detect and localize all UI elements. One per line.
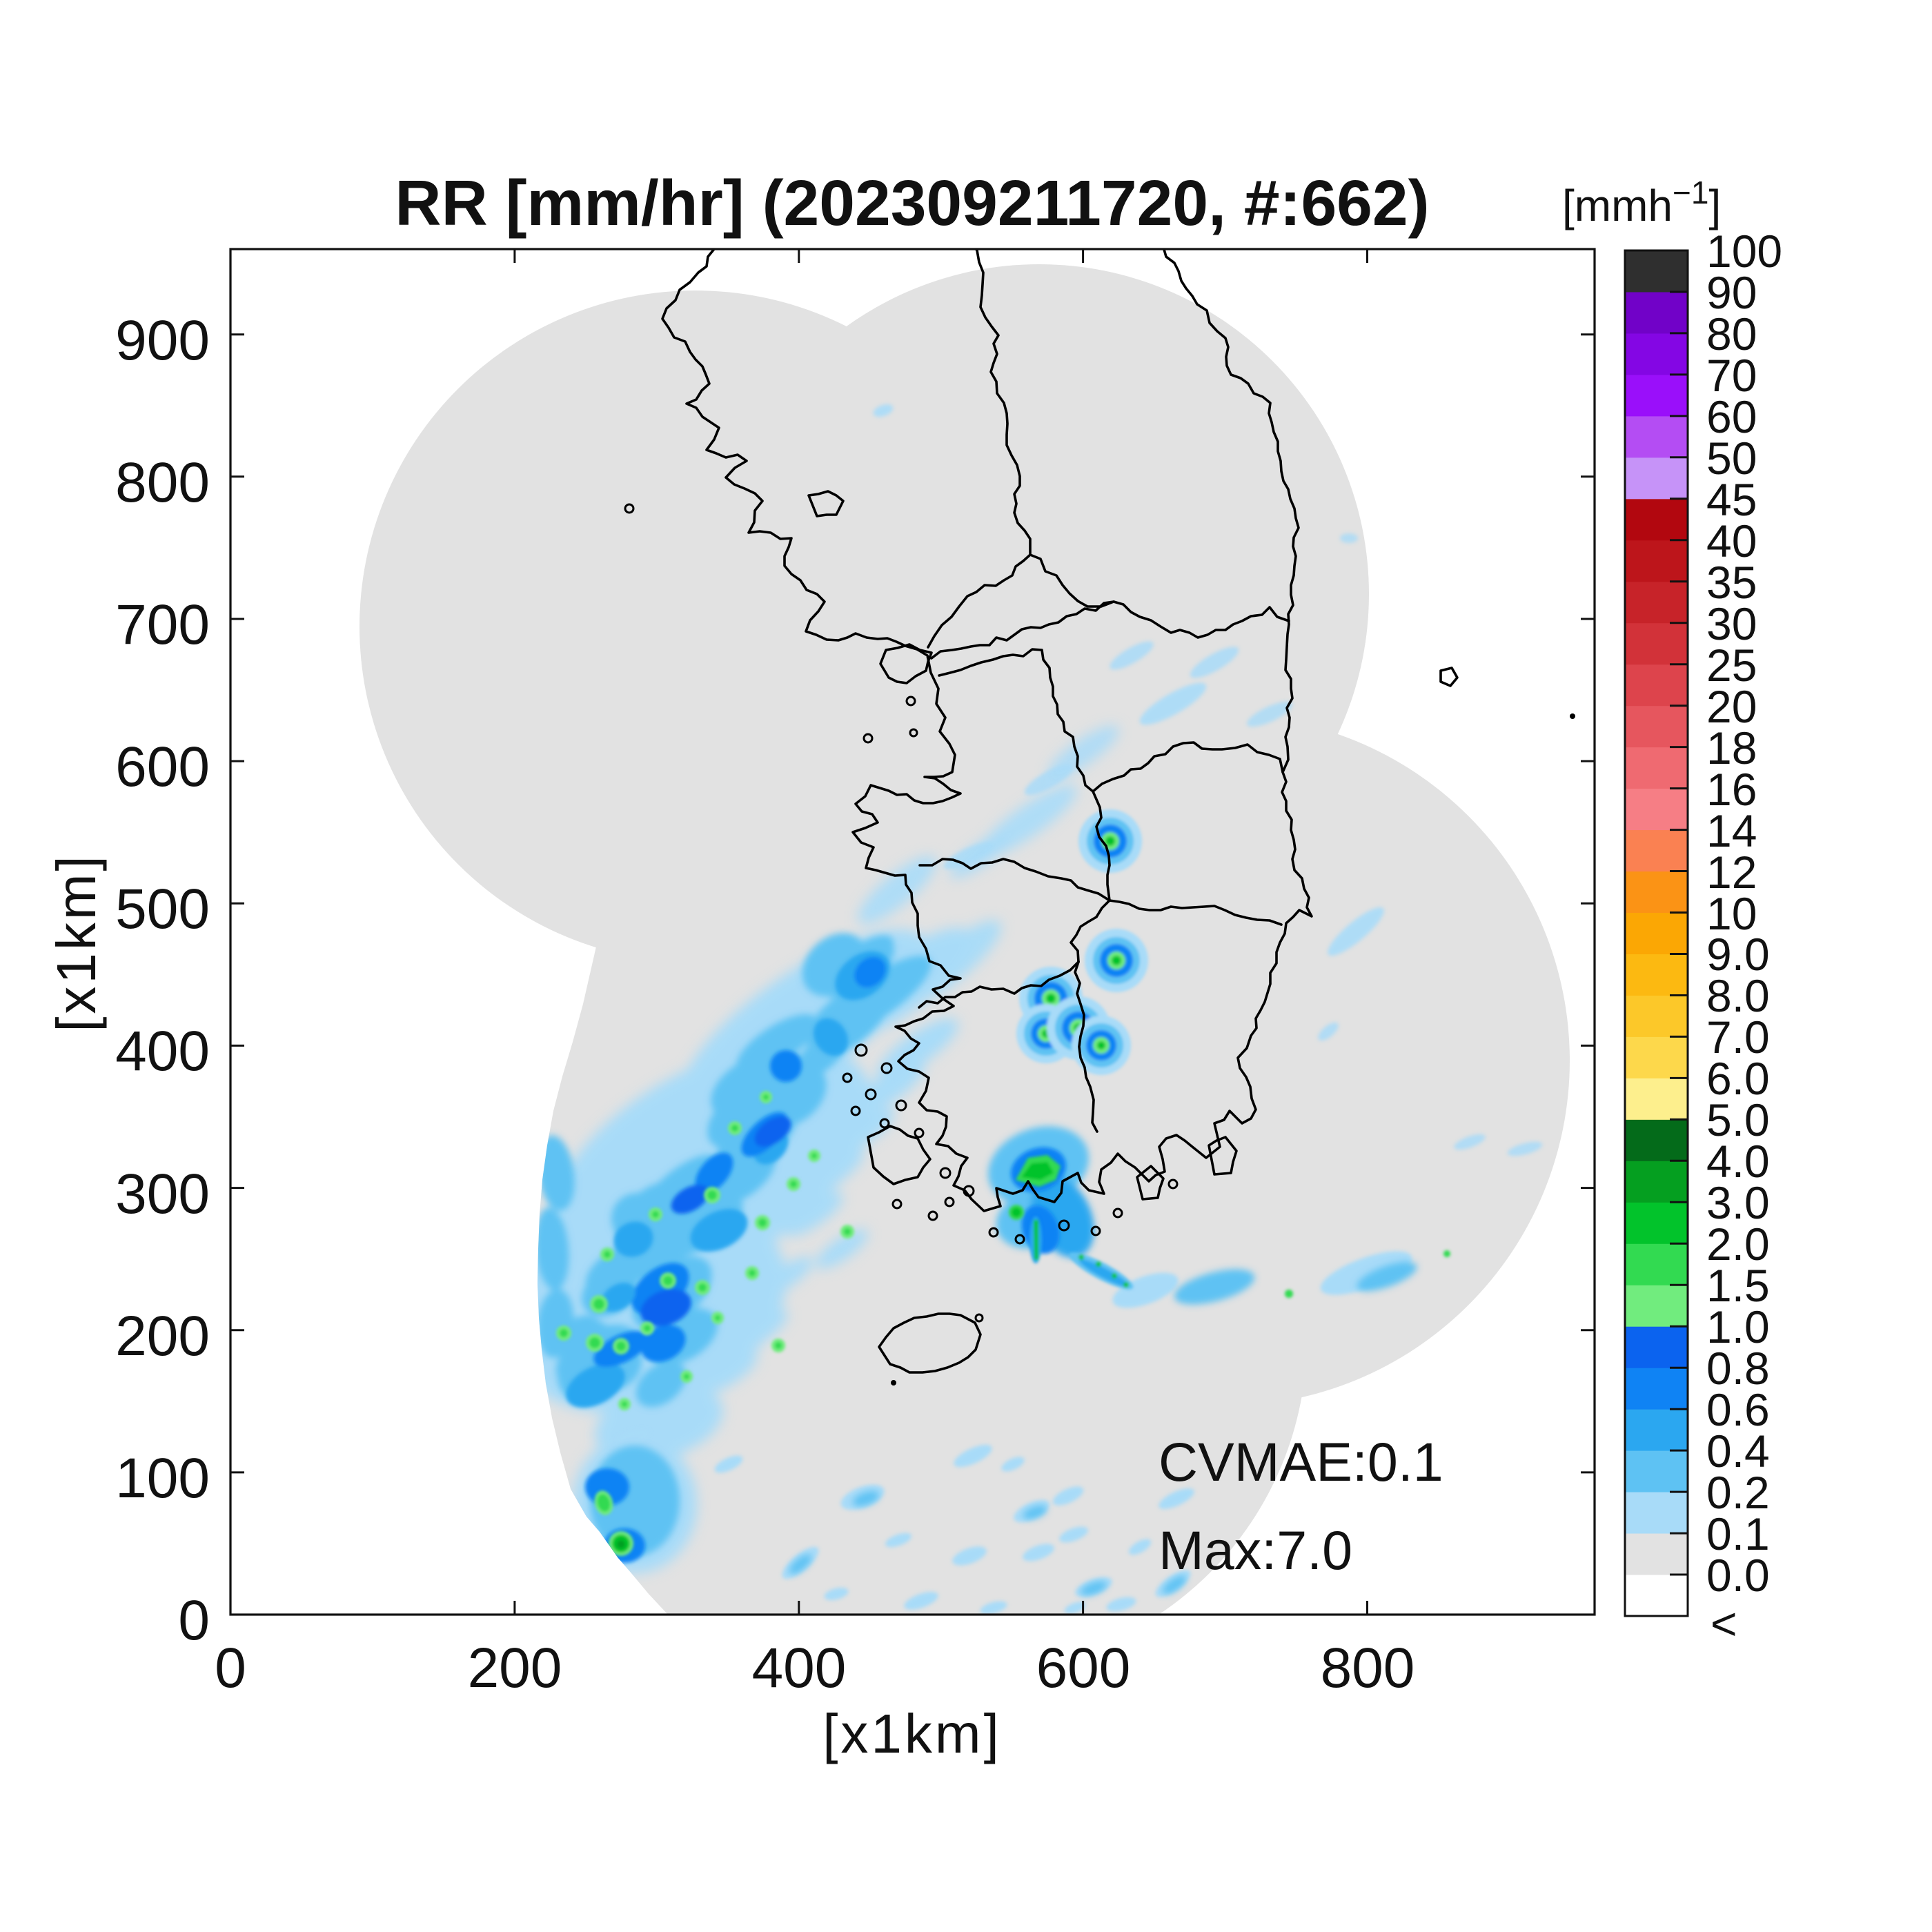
svg-text:[x1km]: [x1km] <box>822 1703 1002 1764</box>
svg-text:0.2: 0.2 <box>1706 1467 1770 1518</box>
svg-text:600: 600 <box>115 736 210 798</box>
svg-text:16: 16 <box>1706 764 1757 815</box>
svg-text:4.0: 4.0 <box>1706 1136 1770 1187</box>
svg-text:80: 80 <box>1706 308 1757 359</box>
svg-text:CVMAE:0.1: CVMAE:0.1 <box>1159 1431 1443 1492</box>
svg-text:1.5: 1.5 <box>1706 1260 1770 1311</box>
svg-text:0.1: 0.1 <box>1706 1508 1770 1559</box>
svg-text:[x1km]: [x1km] <box>46 853 107 1032</box>
svg-text:100: 100 <box>1706 226 1782 277</box>
svg-text:60: 60 <box>1706 391 1757 442</box>
svg-text:90: 90 <box>1706 267 1757 318</box>
svg-text:0.8: 0.8 <box>1706 1343 1770 1394</box>
svg-text:14: 14 <box>1706 805 1757 856</box>
svg-text:40: 40 <box>1706 515 1757 566</box>
svg-text:9.0: 9.0 <box>1706 929 1770 980</box>
svg-text:100: 100 <box>115 1447 210 1510</box>
svg-text:0: 0 <box>215 1637 246 1699</box>
svg-text:18: 18 <box>1706 722 1757 773</box>
svg-text:0: 0 <box>178 1589 210 1652</box>
svg-text:20: 20 <box>1706 681 1757 732</box>
svg-text:12: 12 <box>1706 847 1757 898</box>
svg-text:1.0: 1.0 <box>1706 1301 1770 1352</box>
svg-text:8.0: 8.0 <box>1706 970 1770 1021</box>
svg-text:800: 800 <box>1321 1637 1415 1699</box>
svg-text:600: 600 <box>1036 1637 1131 1699</box>
svg-text:200: 200 <box>468 1637 562 1699</box>
svg-text:6.0: 6.0 <box>1706 1053 1770 1104</box>
svg-text:0.0: 0.0 <box>1706 1550 1770 1601</box>
svg-text:500: 500 <box>115 878 210 940</box>
svg-text:700: 700 <box>115 593 210 656</box>
svg-text:0.6: 0.6 <box>1706 1384 1770 1435</box>
svg-text:70: 70 <box>1706 350 1757 401</box>
svg-text:900: 900 <box>115 309 210 372</box>
svg-text:3.0: 3.0 <box>1706 1177 1770 1228</box>
svg-text:50: 50 <box>1706 433 1757 484</box>
svg-text:5.0: 5.0 <box>1706 1094 1770 1145</box>
svg-text:200: 200 <box>115 1305 210 1368</box>
svg-text:7.0: 7.0 <box>1706 1012 1770 1063</box>
svg-text:400: 400 <box>752 1637 847 1699</box>
svg-text:400: 400 <box>115 1020 210 1083</box>
svg-text:2.0: 2.0 <box>1706 1219 1770 1270</box>
svg-text:Max:7.0: Max:7.0 <box>1159 1519 1352 1581</box>
svg-text:25: 25 <box>1706 640 1757 691</box>
svg-text:<: < <box>1711 1598 1737 1649</box>
svg-text:300: 300 <box>115 1163 210 1225</box>
svg-text:800: 800 <box>115 451 210 514</box>
svg-text:RR [mm/hr] (202309211720, #:66: RR [mm/hr] (202309211720, #:662) <box>395 167 1429 239</box>
svg-text:10: 10 <box>1706 888 1757 939</box>
svg-text:30: 30 <box>1706 598 1757 649</box>
svg-text:45: 45 <box>1706 474 1757 525</box>
svg-text:35: 35 <box>1706 557 1757 608</box>
svg-text:0.4: 0.4 <box>1706 1426 1770 1477</box>
